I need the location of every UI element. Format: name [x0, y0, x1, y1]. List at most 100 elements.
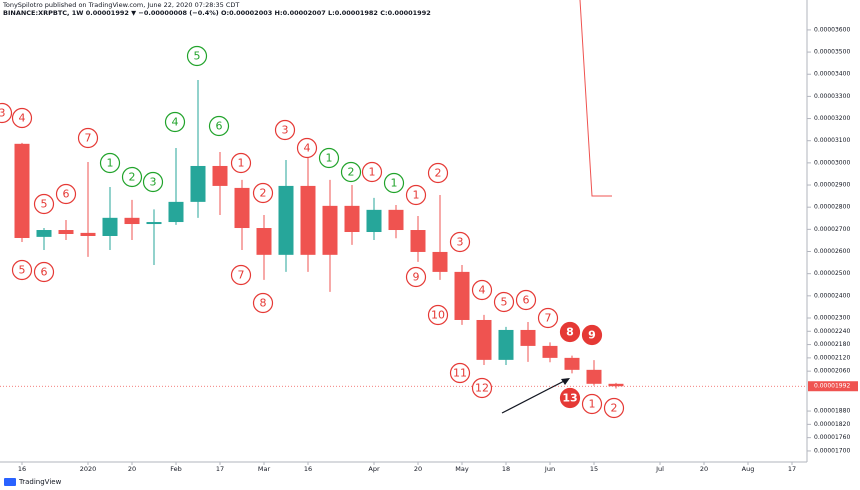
candle-body	[410, 230, 426, 252]
candle-body	[278, 185, 294, 255]
td-count-label: 7	[85, 132, 92, 145]
watermark: TradingView	[4, 478, 62, 486]
x-tick-label: Aug	[742, 465, 755, 473]
arrow-head	[561, 378, 570, 385]
x-tick-label: 16	[304, 465, 312, 473]
td-count-label: 5	[194, 50, 201, 63]
y-tick-label: 0.00002060	[814, 368, 850, 375]
y-tick-label: 0.00003400	[814, 71, 850, 78]
td-count-label: 3	[150, 176, 157, 189]
td-count: 1	[230, 152, 252, 174]
td-circle	[318, 147, 340, 169]
td-count-label: 5	[41, 198, 48, 211]
td-count-label: 11	[453, 367, 467, 380]
td-circle	[559, 321, 581, 343]
td-count: 5	[493, 291, 515, 313]
td-circle	[252, 182, 274, 204]
candle-body	[586, 369, 602, 384]
td-count: 8	[559, 321, 581, 343]
drawing-line	[579, 0, 612, 197]
td-circle	[33, 261, 55, 283]
td-count: 1	[405, 184, 427, 206]
y-tick-label: 0.00003300	[814, 93, 850, 100]
td-count: 9	[581, 324, 603, 346]
y-tick-label: 0.00003500	[814, 49, 850, 56]
td-circle	[581, 324, 603, 346]
td-count-label: 3	[0, 107, 6, 120]
td-count: 2	[121, 166, 143, 188]
td-count: 4	[164, 111, 186, 133]
td-circle	[11, 259, 33, 281]
td-count: 11	[449, 362, 471, 384]
y-tick-label: 0.00003200	[814, 115, 850, 122]
td-count-label: 2	[611, 402, 618, 415]
td-count-label: 1	[107, 157, 114, 170]
y-tick-label: 0.00001760	[814, 434, 850, 441]
td-count-label: 6	[63, 188, 70, 201]
candle-body	[498, 329, 514, 360]
td-count-label: 4	[304, 142, 311, 155]
td-count: 2	[427, 162, 449, 184]
td-circle	[230, 152, 252, 174]
td-count: 3	[0, 102, 13, 124]
td-count-label: 12	[475, 382, 489, 395]
td-count: 5	[11, 259, 33, 281]
x-tick-label: 20	[414, 465, 422, 473]
candle-body	[212, 165, 228, 186]
td-count: 4	[471, 279, 493, 301]
td-circle	[493, 291, 515, 313]
candle-body	[80, 232, 96, 236]
td-count: 7	[77, 127, 99, 149]
candle-body	[234, 187, 250, 229]
y-tick-label: 0.00002180	[814, 341, 850, 348]
td-count-label: 6	[523, 294, 530, 307]
td-count: 6	[515, 289, 537, 311]
td-circle	[383, 172, 405, 194]
td-count: 6	[55, 183, 77, 205]
candle-body	[322, 205, 338, 255]
y-tick-label: 0.00002500	[814, 270, 850, 277]
td-count-label: 3	[282, 124, 289, 137]
td-count-label: 7	[238, 269, 245, 282]
td-count-label: 5	[501, 296, 508, 309]
td-circle	[537, 307, 559, 329]
candle-body	[168, 201, 184, 223]
td-count: 6	[33, 261, 55, 283]
td-count: 2	[252, 182, 274, 204]
td-circle	[11, 107, 33, 129]
td-count-label: 2	[348, 166, 355, 179]
td-count-label: 2	[435, 167, 442, 180]
td-count-label: 1	[589, 398, 596, 411]
td-circle	[361, 161, 383, 183]
candle-body	[124, 217, 140, 225]
td-circle	[142, 171, 164, 193]
td-count: 2	[603, 397, 625, 419]
td-count-label: 4	[172, 116, 179, 129]
td-circle	[208, 115, 230, 137]
td-circle	[121, 166, 143, 188]
candle-body	[432, 251, 448, 272]
candle-body	[608, 383, 624, 387]
td-count: 9	[405, 266, 427, 288]
x-tick-label: 20	[700, 465, 708, 473]
candle-body	[344, 205, 360, 233]
td-count: 12	[471, 377, 493, 399]
candle-body	[58, 230, 74, 235]
td-count-label: 4	[479, 284, 486, 297]
y-tick-label: 0.00002600	[814, 248, 850, 255]
arrow	[501, 378, 569, 414]
td-count: 7	[230, 264, 252, 286]
td-count-label: 8	[260, 297, 267, 310]
x-tick-label: May	[455, 465, 469, 473]
y-tick-label: 0.00003100	[814, 137, 850, 144]
y-tick-label: 0.00001700	[814, 447, 850, 454]
td-circle	[449, 362, 471, 384]
td-count-label: 2	[129, 171, 136, 184]
td-count: 7	[537, 307, 559, 329]
y-tick-label: 0.00001880	[814, 408, 850, 415]
td-count: 6	[208, 115, 230, 137]
td-circle	[449, 231, 471, 253]
candle-body	[454, 271, 470, 320]
td-count: 2	[340, 161, 362, 183]
